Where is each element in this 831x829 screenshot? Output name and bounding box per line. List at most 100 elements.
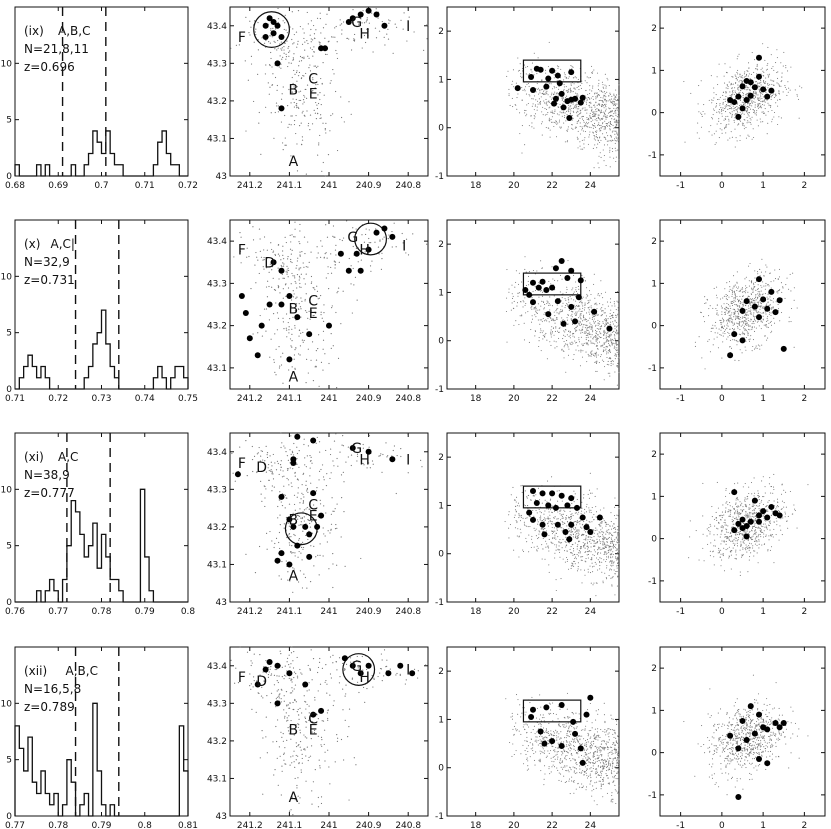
cmd-field-point (567, 305, 569, 307)
cmd-field-point (611, 118, 613, 120)
cmd-field-point (604, 326, 606, 328)
cc-field-point (755, 345, 757, 347)
cmd-field-point (537, 88, 539, 90)
sky-field-point (378, 253, 380, 255)
cmd-field-point (600, 280, 602, 282)
sky-field-point (318, 385, 320, 387)
cmd-field-point (615, 136, 617, 138)
cc-field-point (729, 91, 731, 93)
cc-field-point (766, 266, 768, 268)
cc-field-point (787, 91, 789, 93)
cc-field-point (759, 291, 761, 293)
cmd-field-point (600, 346, 602, 348)
cc-field-point (712, 324, 714, 326)
cc-field-point (718, 63, 720, 65)
sky-field-point (291, 91, 294, 93)
sky-field-point (239, 232, 241, 234)
sky-field-point (280, 356, 282, 358)
cmd-field-point (609, 345, 611, 347)
sky-field-point (284, 42, 286, 44)
cmd-field-point (506, 268, 508, 271)
sky-field-point (246, 475, 248, 477)
cmd-field-point (553, 86, 555, 88)
cmd-field-point (559, 327, 561, 329)
cmd-field-point (585, 312, 588, 314)
sky-field-point (279, 43, 281, 45)
sky-field-point (296, 452, 299, 455)
cc-member-point (760, 296, 767, 303)
cc-field-point (744, 88, 746, 90)
cmd-field-point (592, 132, 594, 134)
cc-field-point (777, 123, 779, 126)
sky-field-point (308, 310, 310, 313)
cmd-field-point (552, 327, 554, 329)
cmd-field-point (605, 346, 607, 348)
sky-field-point (391, 246, 393, 248)
cmd-field-point (545, 102, 547, 104)
cmd-field-point (583, 314, 585, 316)
cc-member-point (743, 298, 750, 305)
cmd-field-point (564, 298, 566, 300)
cc-field-point (760, 306, 762, 308)
cc-member-point (760, 86, 767, 93)
sky-field-point (275, 102, 278, 104)
cc-field-point (742, 305, 744, 307)
sky-field-point (297, 479, 299, 481)
cc-field-point (754, 91, 757, 93)
sky-field-point (311, 48, 313, 51)
cmd-field-point (573, 333, 575, 335)
cmd-field-point (575, 281, 577, 283)
cc-field-point (727, 312, 729, 314)
sky-field-point (270, 468, 272, 471)
cc-field-point (735, 317, 737, 319)
cmd-field-point (555, 310, 557, 312)
sky-field-point (298, 329, 301, 331)
sky-field-point (268, 93, 270, 95)
cc-field-point (761, 67, 763, 69)
cmd-field-point (530, 321, 533, 323)
sky-field-point (290, 261, 292, 263)
sky-field-point (330, 80, 332, 82)
cmd-field-point (515, 320, 517, 322)
cmd-field-point (595, 356, 598, 358)
sky-field-point (374, 27, 377, 29)
cmd-field-point (597, 124, 599, 126)
cc-field-point (767, 84, 769, 87)
cmd-field-point (599, 119, 601, 121)
cc-field-point (713, 287, 715, 290)
cmd-field-point (551, 305, 553, 307)
cmd-field-point (528, 290, 530, 292)
cmd-field-point (576, 325, 578, 327)
sky-field-point (258, 545, 261, 548)
sky-field-point (276, 312, 279, 314)
cmd-field-point (601, 101, 604, 103)
cmd-field-point (543, 313, 545, 315)
cc-field-point (769, 272, 771, 274)
sky-field-point (334, 236, 336, 238)
cc-field-point (769, 94, 771, 96)
sky-field-point (387, 38, 390, 40)
cc-field-point (725, 111, 727, 113)
cmd-field-point (611, 340, 613, 342)
cmd-field-point (515, 281, 517, 283)
cmd-field-point (589, 299, 591, 301)
sky-field-point (361, 234, 363, 236)
cmd-field-point (583, 309, 586, 311)
cc-field-point (715, 327, 717, 329)
cmd-field-point (580, 332, 582, 334)
cc-field-point (753, 71, 755, 74)
cmd-field-point (594, 122, 596, 125)
cmd-field-point (607, 352, 609, 354)
sky-member-point (278, 301, 285, 308)
cc-field-point (755, 295, 757, 297)
cc-field-point (771, 80, 773, 82)
sky-field-point (274, 41, 276, 43)
sky-field-point (302, 493, 304, 496)
sky-field-point (252, 470, 254, 473)
cc-field-point (731, 295, 733, 297)
cmd-field-point (617, 357, 619, 359)
cc-field-point (777, 71, 779, 73)
sky-field-point (310, 545, 312, 547)
cc-field-point (762, 93, 764, 95)
cc-field-point (717, 332, 719, 334)
